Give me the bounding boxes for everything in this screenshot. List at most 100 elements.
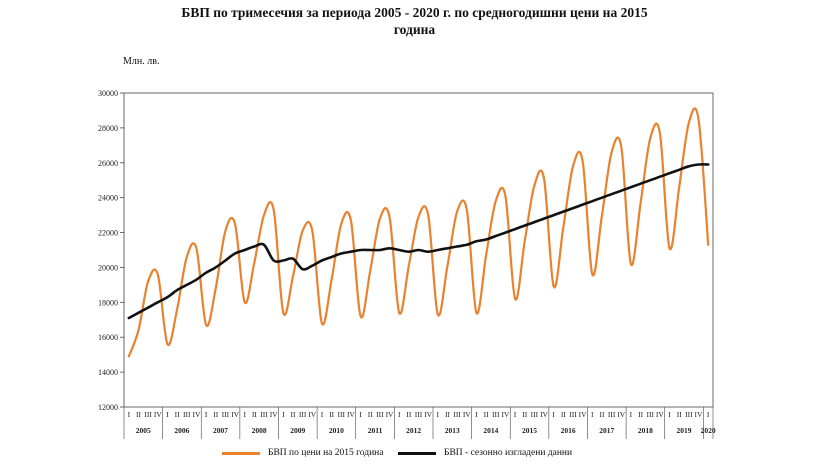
y-tick-label: 28000 [98, 124, 118, 133]
x-year-label: 2008 [252, 426, 267, 435]
x-quarter-label: I [398, 410, 401, 419]
x-quarter-label: II [213, 410, 218, 419]
x-quarter-label: I [282, 410, 285, 419]
x-year-label: 2015 [522, 426, 537, 435]
legend-item-seasonally-adjusted: БВП - сезонно изгладени данни [398, 448, 572, 458]
x-quarter-label: I [166, 410, 169, 419]
series-line-seasonally-adjusted [127, 163, 710, 320]
chart-title-line-1: БВП по тримесечия за периода 2005 - 2020… [181, 5, 648, 20]
x-quarter-label: IV [463, 410, 471, 419]
x-quarter-label: I [591, 410, 594, 419]
x-quarter-label: III [338, 410, 346, 419]
x-quarter-label: III [415, 410, 423, 419]
x-quarter-label: III [260, 410, 268, 419]
x-quarter-label: II [290, 410, 295, 419]
x-quarter-label: II [677, 410, 682, 419]
x-quarter-label: III [569, 410, 577, 419]
x-year-label: 2012 [406, 426, 421, 435]
x-quarter-label: IV [424, 410, 432, 419]
x-quarter-label: I [552, 410, 555, 419]
x-year-label: 2017 [599, 426, 614, 435]
x-quarter-label: II [522, 410, 527, 419]
x-quarter-label: II [599, 410, 604, 419]
x-quarter-label: I [205, 410, 208, 419]
x-quarter-label: II [368, 410, 373, 419]
x-quarter-label: IV [386, 410, 394, 419]
x-quarter-label: IV [347, 410, 355, 419]
x-quarter-label: II [175, 410, 180, 419]
y-tick-label: 16000 [98, 333, 118, 342]
x-quarter-label: II [252, 410, 257, 419]
x-year-label: 2010 [329, 426, 344, 435]
x-year-label: 2016 [561, 426, 576, 435]
chart-title: БВП по тримесечия за периода 2005 - 2020… [0, 4, 829, 38]
x-quarter-label: IV [656, 410, 664, 419]
y-tick-label: 22000 [98, 229, 118, 238]
x-quarter-label: I [475, 410, 478, 419]
x-year-label: 2009 [290, 426, 305, 435]
x-quarter-label: III [183, 410, 191, 419]
x-quarter-label: IV [192, 410, 200, 419]
x-quarter-label: IV [579, 410, 587, 419]
x-quarter-label: IV [270, 410, 278, 419]
x-year-label: 2007 [213, 426, 228, 435]
plot-frame [123, 92, 714, 408]
series-line-gdp [127, 107, 710, 358]
x-quarter-label: IV [617, 410, 625, 419]
x-quarter-label: IV [501, 410, 509, 419]
x-year-label: 2006 [174, 426, 189, 435]
x-quarter-label: IV [695, 410, 703, 419]
x-quarter-label: I [128, 410, 131, 419]
x-quarter-label: III [685, 410, 693, 419]
legend-label-seasonally-adjusted: БВП - сезонно изгладени данни [444, 448, 573, 458]
x-year-label: 2020 [701, 426, 716, 435]
x-quarter-label: I [668, 410, 671, 419]
x-quarter-label: I [243, 410, 246, 419]
y-unit-label: Млн. лв. [123, 56, 160, 67]
x-quarter-label: IV [308, 410, 316, 419]
x-quarter-label: III [608, 410, 616, 419]
x-quarter-label: IV [154, 410, 162, 419]
legend-swatch-seasonally-adjusted [398, 451, 436, 455]
y-tick-label: 20000 [98, 263, 118, 272]
x-quarter-label: III [222, 410, 230, 419]
x-quarter-label: I [630, 410, 633, 419]
y-tick-label: 30000 [98, 89, 118, 98]
legend-swatch-gdp [222, 451, 260, 455]
x-quarter-label: III [646, 410, 654, 419]
y-tick-label: 24000 [98, 194, 118, 203]
y-tick-label: 12000 [98, 403, 118, 412]
x-quarter-label: III [376, 410, 384, 419]
x-year-label: 2011 [368, 426, 383, 435]
x-year-label: 2013 [445, 426, 460, 435]
x-year-label: 2005 [136, 426, 151, 435]
x-quarter-label: I [514, 410, 517, 419]
x-quarter-label: I [321, 410, 324, 419]
x-quarter-label: II [561, 410, 566, 419]
x-quarter-label: IV [540, 410, 548, 419]
x-quarter-label: II [406, 410, 411, 419]
x-year-label: 2018 [638, 426, 653, 435]
y-tick-label: 18000 [98, 298, 118, 307]
x-quarter-label: IV [231, 410, 239, 419]
x-quarter-label: III [492, 410, 500, 419]
x-quarter-label: III [299, 410, 307, 419]
chart-title-line-2: година [393, 22, 436, 37]
x-quarter-label: II [638, 410, 643, 419]
x-quarter-label: II [329, 410, 334, 419]
x-quarter-label: II [136, 410, 141, 419]
x-quarter-label: III [531, 410, 539, 419]
x-quarter-label: III [453, 410, 461, 419]
y-tick-label: 14000 [98, 368, 118, 377]
legend-item-gdp: БВП по цени на 2015 година [222, 448, 383, 458]
x-quarter-label: I [707, 410, 710, 419]
x-year-label: 2014 [483, 426, 498, 435]
x-quarter-label: I [359, 410, 362, 419]
x-year-label: 2019 [677, 426, 692, 435]
x-quarter-label: I [437, 410, 440, 419]
x-quarter-label: II [484, 410, 489, 419]
y-tick-label: 26000 [98, 159, 118, 168]
legend-label-gdp: БВП по цени на 2015 година [268, 448, 384, 458]
x-quarter-label: III [144, 410, 152, 419]
